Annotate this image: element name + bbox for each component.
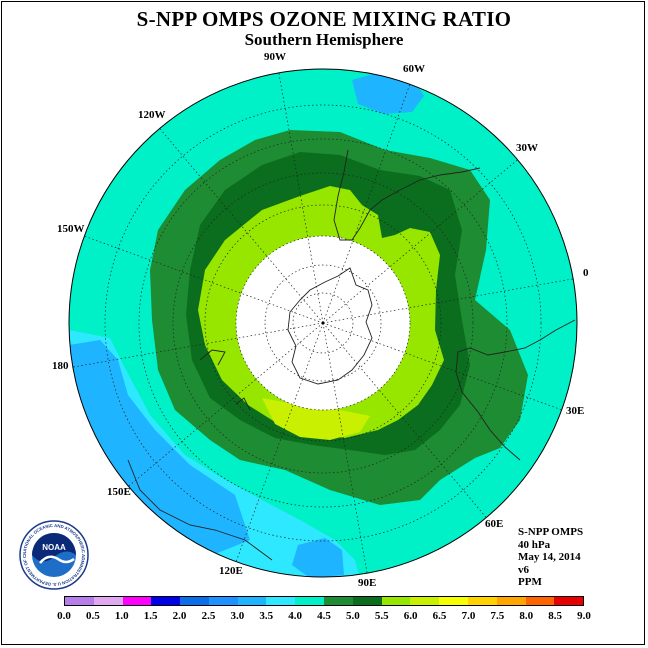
colorbar-tick-label: 3.0: [230, 610, 245, 622]
label-lon-90e: 90E: [358, 577, 377, 589]
colorbar-tick-label: 1.0: [114, 610, 129, 622]
info-date: May 14, 2014: [518, 551, 581, 563]
colorbar-swatch: [151, 597, 181, 605]
colorbar-tick-label: 8.5: [548, 610, 562, 622]
map-boundary: [68, 68, 578, 578]
label-lon-60w: 60W: [403, 63, 425, 75]
label-lon-60e: 60E: [485, 518, 504, 530]
colorbar-swatch: [467, 597, 497, 605]
colorbar-swatch: [439, 597, 468, 605]
label-lon-150w: 150W: [57, 223, 85, 235]
colorbar-swatch: [180, 597, 209, 605]
colorbar-tick-label: 3.5: [259, 610, 274, 622]
colorbar-tick-label: 0.0: [57, 610, 71, 622]
new-zealand-coast: [199, 349, 251, 411]
colorbar-tick-label: 7.5: [490, 610, 505, 622]
colorbar-tick-label: 5.0: [346, 610, 360, 622]
colorbar-swatch: [237, 597, 267, 605]
label-lon-150e: 150E: [107, 486, 131, 498]
colorbar-swatch: [324, 597, 353, 605]
label-lon-30e: 30E: [566, 405, 585, 417]
colorbar-tick-label: 6.0: [403, 610, 418, 622]
africa-coast: [455, 319, 576, 461]
label-lon-30w: 30W: [516, 142, 538, 154]
info-version: v6: [518, 563, 529, 576]
map-title: S-NPP OMPS OZONE MIXING RATIO: [136, 7, 512, 31]
graticule: [72, 72, 574, 574]
colorbar-tick-label: 1.5: [143, 610, 158, 622]
antarctica-coast: [287, 267, 373, 385]
colorbar-tick-label: 6.5: [432, 610, 447, 622]
contour-band-3-0-3-5-lower-left: [69, 340, 250, 560]
colorbar: [64, 596, 584, 606]
noaa-logo-text: NOAA: [42, 543, 66, 552]
colorbar-tick-label: 9.0: [577, 610, 591, 622]
noaa-logo: NATIONAL OCEANIC AND ATMOSPHERIC ADMINIS…: [18, 519, 89, 590]
colorbar-swatch: [65, 597, 94, 605]
label-lon-0: 0: [583, 267, 589, 279]
info-instrument: S-NPP OMPS: [518, 526, 584, 538]
colorbar-swatch: [525, 597, 555, 605]
info-unit: PPM: [518, 576, 542, 588]
colorbar-swatch: [410, 597, 440, 605]
south-pole-marker: [321, 321, 325, 325]
colorbar-tick-label: 7.0: [461, 610, 476, 622]
label-lon-120e: 120E: [219, 565, 243, 577]
label-lon-90w: 90W: [264, 51, 286, 63]
contour-band-3-0-3-5-bottom: [292, 538, 344, 577]
south-america-coast: [333, 149, 481, 241]
colorbar-tick-label: 0.5: [86, 610, 100, 622]
colorbar-swatch: [93, 597, 123, 605]
coastlines: [127, 149, 576, 561]
colorbar-swatch: [295, 597, 325, 605]
colorbar-tick-label: 8.0: [519, 610, 534, 622]
colorbar-swatch: [554, 597, 584, 605]
label-lon-180: 180: [52, 360, 69, 372]
colorbar-tick-label: 2.5: [201, 610, 216, 622]
product-info: S-NPP OMPS 40 hPa May 14, 2014 v6 PPM: [518, 526, 583, 589]
colorbar-tick-label: 2.0: [172, 610, 187, 622]
map-subtitle: Southern Hemisphere: [244, 30, 404, 49]
info-level: 40 hPa: [518, 538, 551, 551]
colorbar-swatch: [208, 597, 238, 605]
colorbar-swatch: [496, 597, 526, 605]
australia-coast: [127, 459, 273, 561]
colorbar-swatch: [381, 597, 411, 605]
colorbar-swatch: [352, 597, 382, 605]
colorbar-swatch: [122, 597, 152, 605]
contour-band-6-0-6-5: [262, 398, 370, 440]
colorbar-tick-label: 5.5: [374, 610, 389, 622]
label-lon-120w: 120W: [138, 109, 166, 121]
colorbar-tick-label: 4.5: [317, 610, 331, 622]
colorbar-swatch: [266, 597, 296, 605]
colorbar-tick-label: 4.0: [288, 610, 302, 622]
